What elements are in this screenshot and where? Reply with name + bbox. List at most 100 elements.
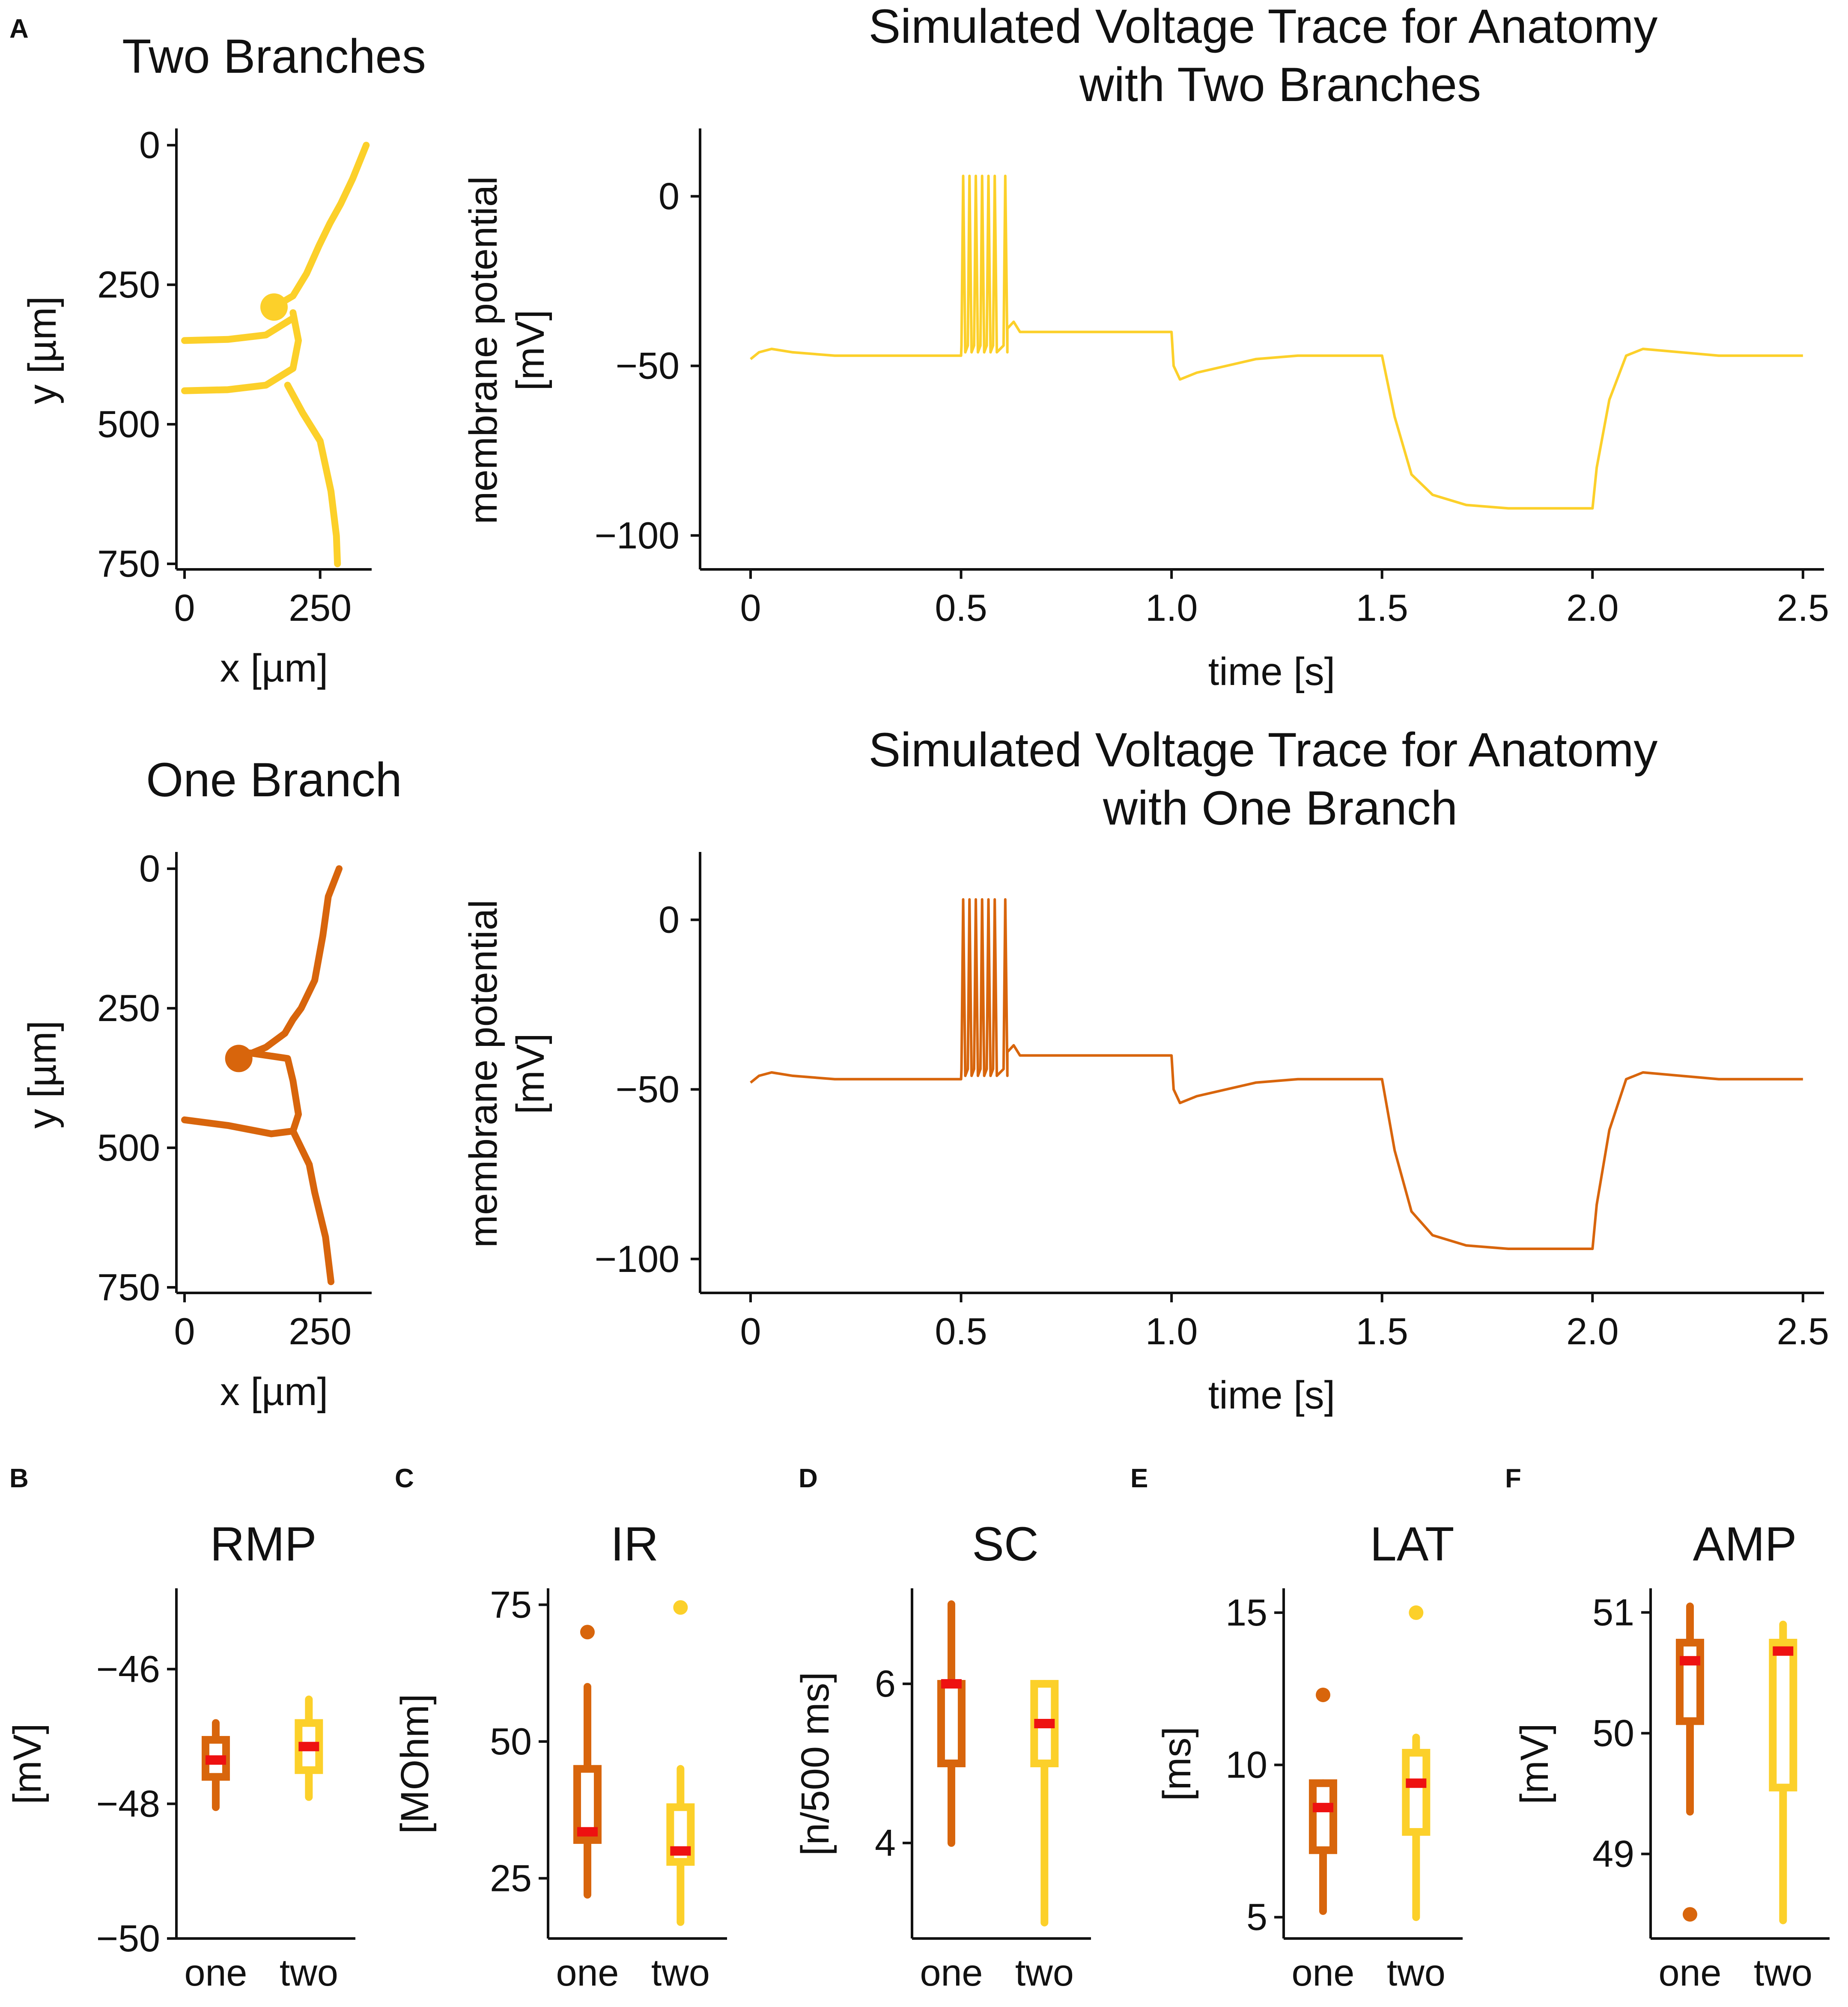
voltage-two-xtick-label-5: 2.5 <box>1777 587 1829 629</box>
morph-two-xtick-label-0: 0 <box>174 587 195 629</box>
morph-two-ytick-label-3: 750 <box>97 542 160 585</box>
rmp-xtick-label-0: one <box>185 1951 247 1994</box>
amp-xtick-label-0: one <box>1659 1951 1722 1994</box>
voltage-two-ytick-label-1: −50 <box>616 345 680 387</box>
ir-one-flier-0 <box>580 1625 595 1640</box>
voltage-two-ylabel-line2: [mV] <box>509 310 552 390</box>
rmp-ytick-label-0: −46 <box>96 1648 160 1690</box>
amp-ytick-label-1: 50 <box>1592 1712 1634 1754</box>
morph-two-neurite-3 <box>284 381 341 567</box>
voltage-one-ylabel-line2: [mV] <box>509 1033 552 1114</box>
morph-two-plot: 0 250 0 250 500 750 <box>97 124 370 629</box>
morph-one-ytick-label-2: 500 <box>97 1126 160 1169</box>
amp-ytick-label-2: 51 <box>1592 1591 1634 1633</box>
morph-one-neurite-0 <box>235 865 343 1062</box>
voltage-two-trace <box>750 174 1803 510</box>
morph-two-panel: Two Branches x [µm] y [µm] 0 250 0 250 500 75… <box>21 30 426 690</box>
voltage-one-trace <box>750 898 1803 1250</box>
morph-one-panel: One Branch x [µm] y [µm] 0 250 0 250 500 750 <box>21 753 402 1414</box>
rmp-panel: RMP [mV] one two −46 −48 −50 <box>6 1517 355 1994</box>
ir-ytick-label-1: 50 <box>490 1720 532 1763</box>
morph-two-neurite-2 <box>181 309 302 394</box>
panel-letter-f: F <box>1505 1464 1521 1493</box>
panel-letter-c: C <box>395 1464 414 1493</box>
morph-two-xlabel: x [µm] <box>220 646 328 690</box>
sc-panel: SC [n/500 ms] one two 4 6 <box>793 1517 1091 1994</box>
voltage-two-xlabel: time [s] <box>1208 650 1335 694</box>
ir-ytick-label-0: 25 <box>490 1857 532 1899</box>
lat-ytick-label-2: 15 <box>1225 1591 1267 1634</box>
voltage-one-ytick-label-0: 0 <box>659 898 680 941</box>
voltage-two-plot: 0 0.5 1.0 1.5 2.0 2.5 0 −50 −100 <box>595 174 1829 629</box>
morph-one-xtick-label-1: 250 <box>289 1310 352 1352</box>
lat-two-box <box>1402 1749 1431 1836</box>
morph-two-ytick-label-1: 250 <box>97 263 160 306</box>
voltage-one-ylabel-line1: membrane potential <box>462 899 505 1248</box>
morph-two-ytick-label-2: 500 <box>97 403 160 445</box>
voltage-two-xtick-label-4: 2.0 <box>1566 587 1618 629</box>
morph-one-ytick-label-1: 250 <box>97 987 160 1029</box>
ir-xtick-label-0: one <box>556 1951 619 1994</box>
morph-one-title: One Branch <box>146 753 402 807</box>
ir-xtick-label-1: two <box>651 1951 710 1994</box>
voltage-two-xtick-label-1: 0.5 <box>935 587 987 629</box>
panel-letter-e: E <box>1130 1464 1148 1493</box>
ir-plot: one two 25 50 75 <box>490 1583 710 1994</box>
morph-one-ytick-label-0: 0 <box>139 847 160 890</box>
voltage-two-xtick-label-2: 1.0 <box>1145 587 1198 629</box>
lat-title: LAT <box>1370 1517 1454 1571</box>
morph-one-neurite-2 <box>289 1127 334 1285</box>
voltage-one-xtick-label-5: 2.5 <box>1777 1310 1829 1352</box>
morph-one-plot: 0 250 0 250 500 750 <box>97 847 352 1352</box>
lat-xtick-label-1: two <box>1387 1951 1446 1994</box>
amp-ytick-label-0: 49 <box>1592 1833 1634 1875</box>
morph-one-neurite-1 <box>181 1049 302 1137</box>
voltage-two-title-line2: with Two Branches <box>1079 58 1481 111</box>
lat-ytick-label-0: 5 <box>1246 1896 1267 1938</box>
panel-letter-a: A <box>9 14 29 44</box>
morph-two-neurite-0 <box>271 142 370 311</box>
morph-one-xtick-label-0: 0 <box>174 1310 195 1352</box>
amp-panel: AMP [mV] one two 49 50 51 <box>1513 1517 1830 1994</box>
lat-panel: LAT [ms] one two 5 10 15 <box>1155 1517 1463 1994</box>
voltage-one-ytick-label-1: −50 <box>616 1068 680 1111</box>
voltage-one-xtick-label-1: 0.5 <box>935 1310 987 1352</box>
sc-plot: one two 4 6 <box>875 1600 1074 1994</box>
sc-xtick-label-0: one <box>920 1951 983 1994</box>
morph-two-xtick-label-1: 250 <box>289 587 352 629</box>
morph-two-soma <box>260 293 288 321</box>
voltage-one-title-line2: with One Branch <box>1103 781 1458 835</box>
voltage-two-ylabel-line1: membrane potential <box>462 176 505 524</box>
morph-two-ytick-label-0: 0 <box>139 124 160 166</box>
morph-two-ylabel: y [µm] <box>21 296 64 404</box>
voltage-two-ytick-label-2: −100 <box>595 514 680 557</box>
amp-xtick-label-1: two <box>1754 1951 1812 1994</box>
voltage-one-ytick-label-2: −100 <box>595 1238 680 1280</box>
voltage-one-xtick-label-3: 1.5 <box>1356 1310 1408 1352</box>
morph-two-title: Two Branches <box>122 30 426 83</box>
ir-title: IR <box>611 1517 659 1571</box>
voltage-two-title-line1: Simulated Voltage Trace for Anatomy <box>869 0 1658 53</box>
morph-two-neurite-1 <box>181 315 297 344</box>
sc-ytick-label-0: 4 <box>875 1822 896 1864</box>
amp-title: AMP <box>1693 1517 1797 1571</box>
voltage-one-xtick-label-2: 1.0 <box>1145 1310 1198 1352</box>
morph-one-xlabel: x [µm] <box>220 1370 328 1414</box>
panel-letter-b: B <box>9 1464 29 1493</box>
sc-title: SC <box>972 1517 1039 1571</box>
voltage-one-xtick-label-0: 0 <box>740 1310 761 1352</box>
rmp-title: RMP <box>210 1517 317 1571</box>
amp-one-flier-0 <box>1682 1907 1697 1922</box>
lat-ytick-label-1: 10 <box>1225 1744 1267 1786</box>
voltage-one-title-line1: Simulated Voltage Trace for Anatomy <box>869 723 1658 777</box>
voltage-one-panel: Simulated Voltage Trace for Anatomy with… <box>462 723 1829 1417</box>
panel-letter-d: D <box>799 1464 818 1493</box>
amp-one-box <box>1675 1638 1704 1725</box>
sc-ylabel: [n/500 ms] <box>793 1672 837 1856</box>
ir-ylabel: [MOhm] <box>393 1694 437 1834</box>
morph-one-ylabel: y [µm] <box>21 1021 64 1129</box>
ir-ytick-label-2: 75 <box>490 1583 532 1626</box>
amp-plot: one two 49 50 51 <box>1592 1591 1812 1994</box>
amp-ylabel: [mV] <box>1513 1723 1556 1804</box>
lat-one-box <box>1309 1779 1337 1854</box>
